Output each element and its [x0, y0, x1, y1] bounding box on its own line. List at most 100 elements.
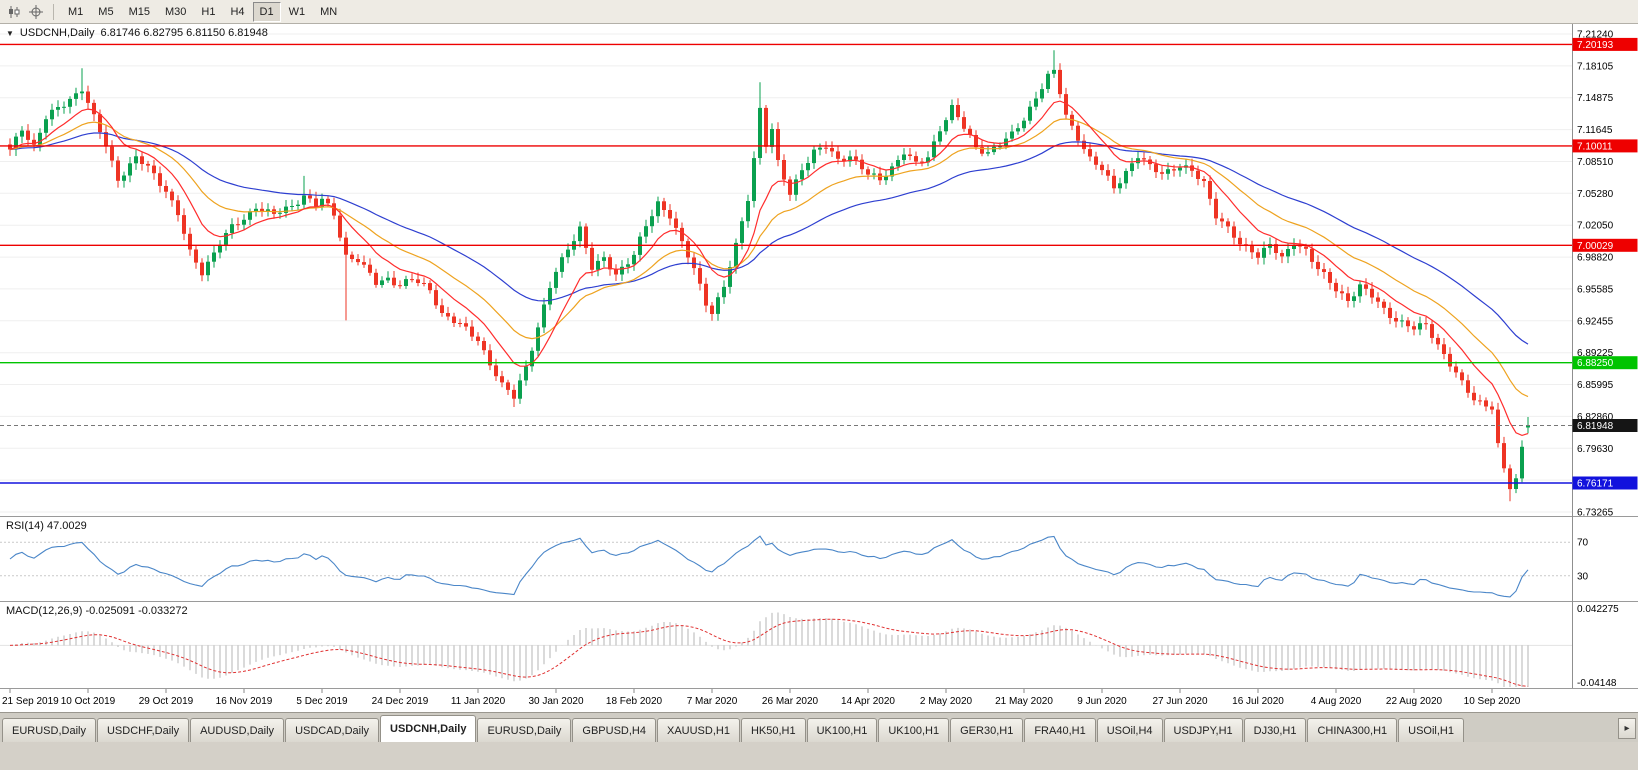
chart-tab-CHINA300-H1[interactable]: CHINA300,H1 [1307, 718, 1398, 742]
candle-body [1346, 293, 1350, 301]
price-axis-label: 7.14875 [1577, 93, 1614, 104]
candle-body [752, 158, 756, 201]
chart-tab-USDJPY-H1[interactable]: USDJPY,H1 [1163, 718, 1243, 742]
candle-body [836, 151, 840, 159]
candle-body [728, 267, 732, 287]
date-axis-label: 5 Dec 2019 [296, 696, 348, 707]
price-axis-label: 7.02050 [1577, 221, 1614, 232]
candle-body [734, 242, 738, 268]
macd-axis-bottom-label: -0.04148 [1577, 678, 1617, 689]
chart-tab-HK50-H1[interactable]: HK50,H1 [740, 718, 806, 742]
candle-body [1172, 169, 1176, 171]
chart-tab-EURUSD-Daily[interactable]: EURUSD,Daily [477, 718, 572, 742]
candle-body [566, 249, 570, 258]
chart-tab-GER30-H1[interactable]: GER30,H1 [950, 718, 1024, 742]
timeframe-button-H4[interactable]: H4 [230, 5, 245, 18]
timeframe-button-MN[interactable]: MN [320, 5, 338, 18]
candle-body [182, 215, 186, 234]
chart-tab-USDCHF-Daily[interactable]: USDCHF,Daily [96, 718, 190, 742]
candlestick-chart-icon[interactable] [4, 2, 24, 22]
chart-tab-USOil-H4[interactable]: USOil,H4 [1096, 718, 1163, 742]
candle-body [698, 268, 702, 284]
price-badge-7.00029: 7.00029 [1572, 238, 1638, 252]
candle-body [782, 160, 786, 180]
chart-tab-AUDUSD-Daily[interactable]: AUDUSD,Daily [190, 718, 285, 742]
candle-body [950, 105, 954, 121]
date-axis-label: 11 Jan 2020 [451, 696, 506, 707]
candle-body [254, 208, 258, 212]
candle-body [1106, 170, 1110, 176]
crosshair-icon[interactable] [26, 2, 46, 22]
candle-body [8, 144, 12, 150]
candle-body [1190, 165, 1194, 171]
candle-body [296, 204, 300, 206]
candle-body [860, 159, 864, 170]
date-axis-label: 4 Aug 2020 [1311, 696, 1362, 707]
chart-tab-USOil-H1[interactable]: USOil,H1 [1398, 718, 1464, 742]
price-axis-label: 7.05280 [1577, 189, 1614, 200]
chart-canvas[interactable]: 7.21240 7.18105 7.14875 7.11645 7.08510 7.052… [0, 24, 1638, 712]
candle-body [392, 277, 396, 286]
candle-body [1406, 320, 1410, 327]
chart-tab-EURUSD-Daily[interactable]: EURUSD,Daily [2, 718, 96, 742]
timeframe-button-D1[interactable]: D1 [252, 1, 281, 22]
candle-body [1238, 237, 1242, 245]
chart-tab-USDCNH-Daily[interactable]: USDCNH,Daily [380, 715, 477, 742]
candle-body [1394, 318, 1398, 322]
candle-body [524, 366, 528, 381]
candle-body [1436, 337, 1440, 345]
chart-tab-GBPUSD-H4[interactable]: GBPUSD,H4 [572, 718, 656, 742]
candle-body [1208, 181, 1212, 199]
candle-body [1502, 443, 1506, 469]
candle-body [1472, 392, 1476, 401]
candle-body [842, 158, 846, 162]
chart-tabbar: EURUSD,Daily USDCHF,Daily AUDUSD,Daily USDC… [0, 712, 1638, 742]
candle-body [134, 156, 138, 164]
crosshair-glyph [29, 4, 43, 19]
candle-body [1520, 446, 1524, 479]
chart-tab-USDCAD-Daily[interactable]: USDCAD,Daily [285, 718, 380, 742]
candle-body [1370, 288, 1374, 298]
chart-tab-UK100-H1[interactable]: UK100,H1 [878, 718, 950, 742]
candle-body [368, 264, 372, 273]
candle-body [1376, 297, 1380, 302]
candle-body [1442, 344, 1446, 354]
date-axis-label: 7 Mar 2020 [687, 696, 738, 707]
price-axis-label: 7.08510 [1577, 157, 1614, 168]
candle-body [800, 170, 804, 180]
tab-scroll-right-button[interactable]: ▸ [1618, 718, 1636, 739]
chart-tab-DJ30-H1[interactable]: DJ30,H1 [1243, 718, 1307, 742]
candle-body [230, 224, 234, 233]
candle-body [722, 286, 726, 298]
candles-layer [8, 50, 1530, 502]
candle-body [884, 176, 888, 181]
candle-body [674, 218, 678, 228]
candle-body [62, 106, 66, 108]
date-axis-label: 21 May 2020 [995, 696, 1053, 707]
timeframe-button-M1[interactable]: M1 [68, 5, 84, 18]
price-axis-label: 6.95585 [1577, 284, 1614, 295]
candle-body [1418, 323, 1422, 330]
candle-body [20, 130, 24, 137]
date-axis-label: 24 Dec 2019 [372, 696, 429, 707]
candle-body [326, 198, 330, 204]
timeframe-button-M15[interactable]: M15 [128, 5, 150, 18]
timeframe-buttons-group: M1 M5 M15 M30 H1 H4 D1 W1 MN [61, 1, 344, 22]
candle-body [686, 241, 690, 258]
candle-body [308, 195, 312, 199]
timeframe-button-H1[interactable]: H1 [201, 5, 216, 18]
candle-body [548, 288, 552, 305]
candle-body [1490, 406, 1494, 410]
chart-tab-XAUUSD-H1[interactable]: XAUUSD,H1 [656, 718, 740, 742]
timeframe-button-M30[interactable]: M30 [164, 5, 187, 18]
candle-body [1064, 94, 1068, 115]
svg-text:7.20193: 7.20193 [1577, 40, 1614, 51]
timeframe-button-W1[interactable]: W1 [288, 5, 306, 18]
chart-tab-FRA40-H1[interactable]: FRA40,H1 [1024, 718, 1096, 742]
candle-body [968, 128, 972, 135]
candle-body [1382, 301, 1386, 308]
timeframe-button-M5[interactable]: M5 [98, 5, 114, 18]
chart-tab-UK100-H1[interactable]: UK100,H1 [806, 718, 878, 742]
candle-body [1232, 226, 1236, 238]
candle-body [770, 129, 774, 147]
